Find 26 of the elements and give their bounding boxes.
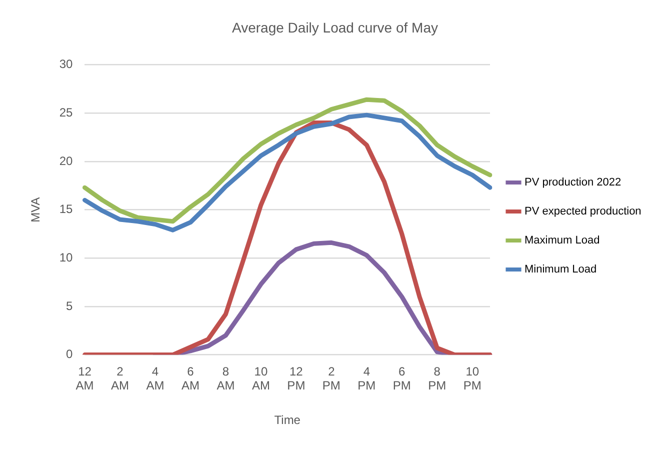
x-tick-label: 8 AM — [216, 364, 235, 393]
legend-label: Maximum Load — [524, 234, 600, 247]
legend-label: PV production 2022 — [524, 176, 622, 189]
x-tick-label: 10 AM — [252, 364, 270, 393]
legend-label: PV expected production — [524, 206, 642, 218]
y-tick-label: 15 — [59, 202, 74, 216]
x-tick-label: 12 AM — [76, 364, 94, 393]
y-tick-label: 20 — [59, 154, 74, 168]
y-tick-label: 30 — [59, 57, 74, 72]
x-tick-label: 2 AM — [110, 364, 129, 393]
y-tick-label: 25 — [59, 105, 74, 120]
y-axis-title: MVA — [28, 197, 43, 222]
x-tick-label: 12 PM — [287, 364, 306, 393]
y-tick-label: 5 — [66, 298, 74, 313]
x-tick-label: 6 PM — [392, 364, 411, 393]
x-axis-title: Time — [274, 413, 301, 428]
x-tick-label: 10 PM — [463, 364, 482, 393]
y-tick-label: 0 — [66, 347, 74, 362]
x-tick-label: 4 PM — [358, 364, 376, 393]
legend-label: Minimum Load — [524, 264, 597, 276]
x-tick-label: 8 PM — [428, 364, 446, 393]
x-tick-label: 4 AM — [146, 364, 164, 393]
x-tick-label: 2 PM — [322, 364, 340, 393]
y-tick-label: 10 — [59, 250, 74, 264]
x-tick-label: 6 AM — [181, 364, 200, 393]
chart-title: Average Daily Load curve of May — [232, 19, 438, 36]
